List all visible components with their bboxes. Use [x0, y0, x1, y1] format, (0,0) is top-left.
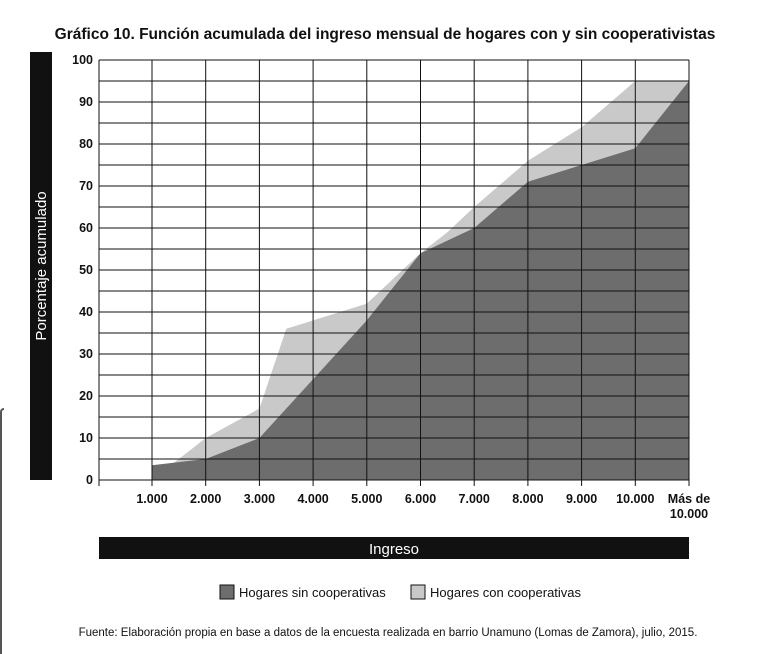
y-tick-label: 70: [79, 179, 93, 193]
legend-label-con: Hogares con cooperativas: [430, 585, 582, 600]
x-tick-label: 5.000: [351, 492, 382, 506]
x-tick-label: 3.000: [244, 492, 275, 506]
y-tick-label: 20: [79, 389, 93, 403]
x-tick-label: 6.000: [405, 492, 436, 506]
y-tick-label: 40: [79, 305, 93, 319]
y-tick-label: 30: [79, 347, 93, 361]
legend-label-sin: Hogares sin cooperativas: [239, 585, 386, 600]
legend: Hogares sin cooperativas Hogares con coo…: [219, 584, 582, 600]
xlabel-bar: [99, 537, 689, 559]
y-tick-label: 60: [79, 221, 93, 235]
x-tick-label: 8.000: [512, 492, 543, 506]
x-tick-label: 9.000: [566, 492, 597, 506]
y-tick-label: 10: [79, 431, 93, 445]
x-tick-label: Más de: [668, 492, 710, 506]
y-tick-label: 50: [79, 263, 93, 277]
legend-swatch-sin: [219, 584, 235, 600]
legend-swatch-con: [410, 584, 426, 600]
x-tick-label: 4.000: [297, 492, 328, 506]
x-tick-label: 7.000: [459, 492, 490, 506]
x-tick-layer: 1.000 2.000 3.000 4.000 5.000 6.000 7.000 8.000…: [136, 492, 710, 521]
xlabel-text: Ingreso: [369, 541, 419, 558]
source-note: Fuente: Elaboración propia en base a dat…: [79, 627, 698, 639]
x-tick-label: 2.000: [190, 492, 221, 506]
ylabel-bar: [30, 52, 52, 480]
y-tick-label: 80: [79, 137, 93, 151]
x-tick-label: 1.000: [136, 492, 167, 506]
y-tick-label: 90: [79, 95, 93, 109]
ylabel-text: Porcentaje acumulado: [33, 191, 50, 340]
chart-title: Gráfico 10. Función acumulada del ingres…: [55, 26, 716, 43]
x-tick-label-cont: 10.000: [670, 507, 708, 521]
y-tick-layer: 0 10 20 30 40 50 60 70 80 90 100: [72, 53, 93, 487]
y-tick-label: 0: [86, 473, 93, 487]
grid-layer: [98, 59, 690, 486]
x-tick-label: 10.000: [616, 492, 654, 506]
frame-corner: [0, 408, 4, 654]
y-tick-label: 100: [72, 53, 93, 67]
